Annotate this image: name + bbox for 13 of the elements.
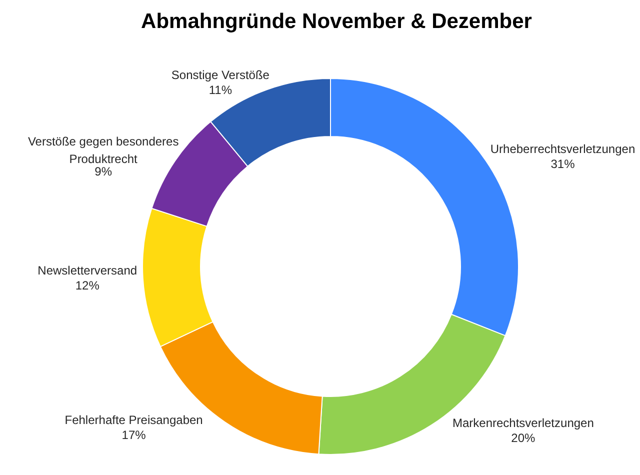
data-label: 17%	[122, 428, 146, 442]
slice-label: Sonstige Verstöße	[171, 68, 270, 82]
slice-label: Newsletterversand	[38, 264, 138, 278]
data-label: 9%	[94, 164, 112, 178]
slice-label: Verstöße gegen besonderes Produktrecht	[28, 134, 179, 166]
slice-label: Fehlerhafte Preisangaben	[64, 412, 203, 427]
data-label: 12%	[75, 278, 100, 293]
data-label: 11%	[208, 83, 232, 98]
slice-label: Urheberrechtsverletzungen	[490, 142, 636, 156]
slice-label: Markenrechtsverletzungen	[452, 416, 594, 430]
data-label: 31%	[550, 156, 576, 171]
chart-title: Abmahngründe November & Dezember	[141, 10, 532, 33]
data-label: 20%	[511, 431, 536, 446]
